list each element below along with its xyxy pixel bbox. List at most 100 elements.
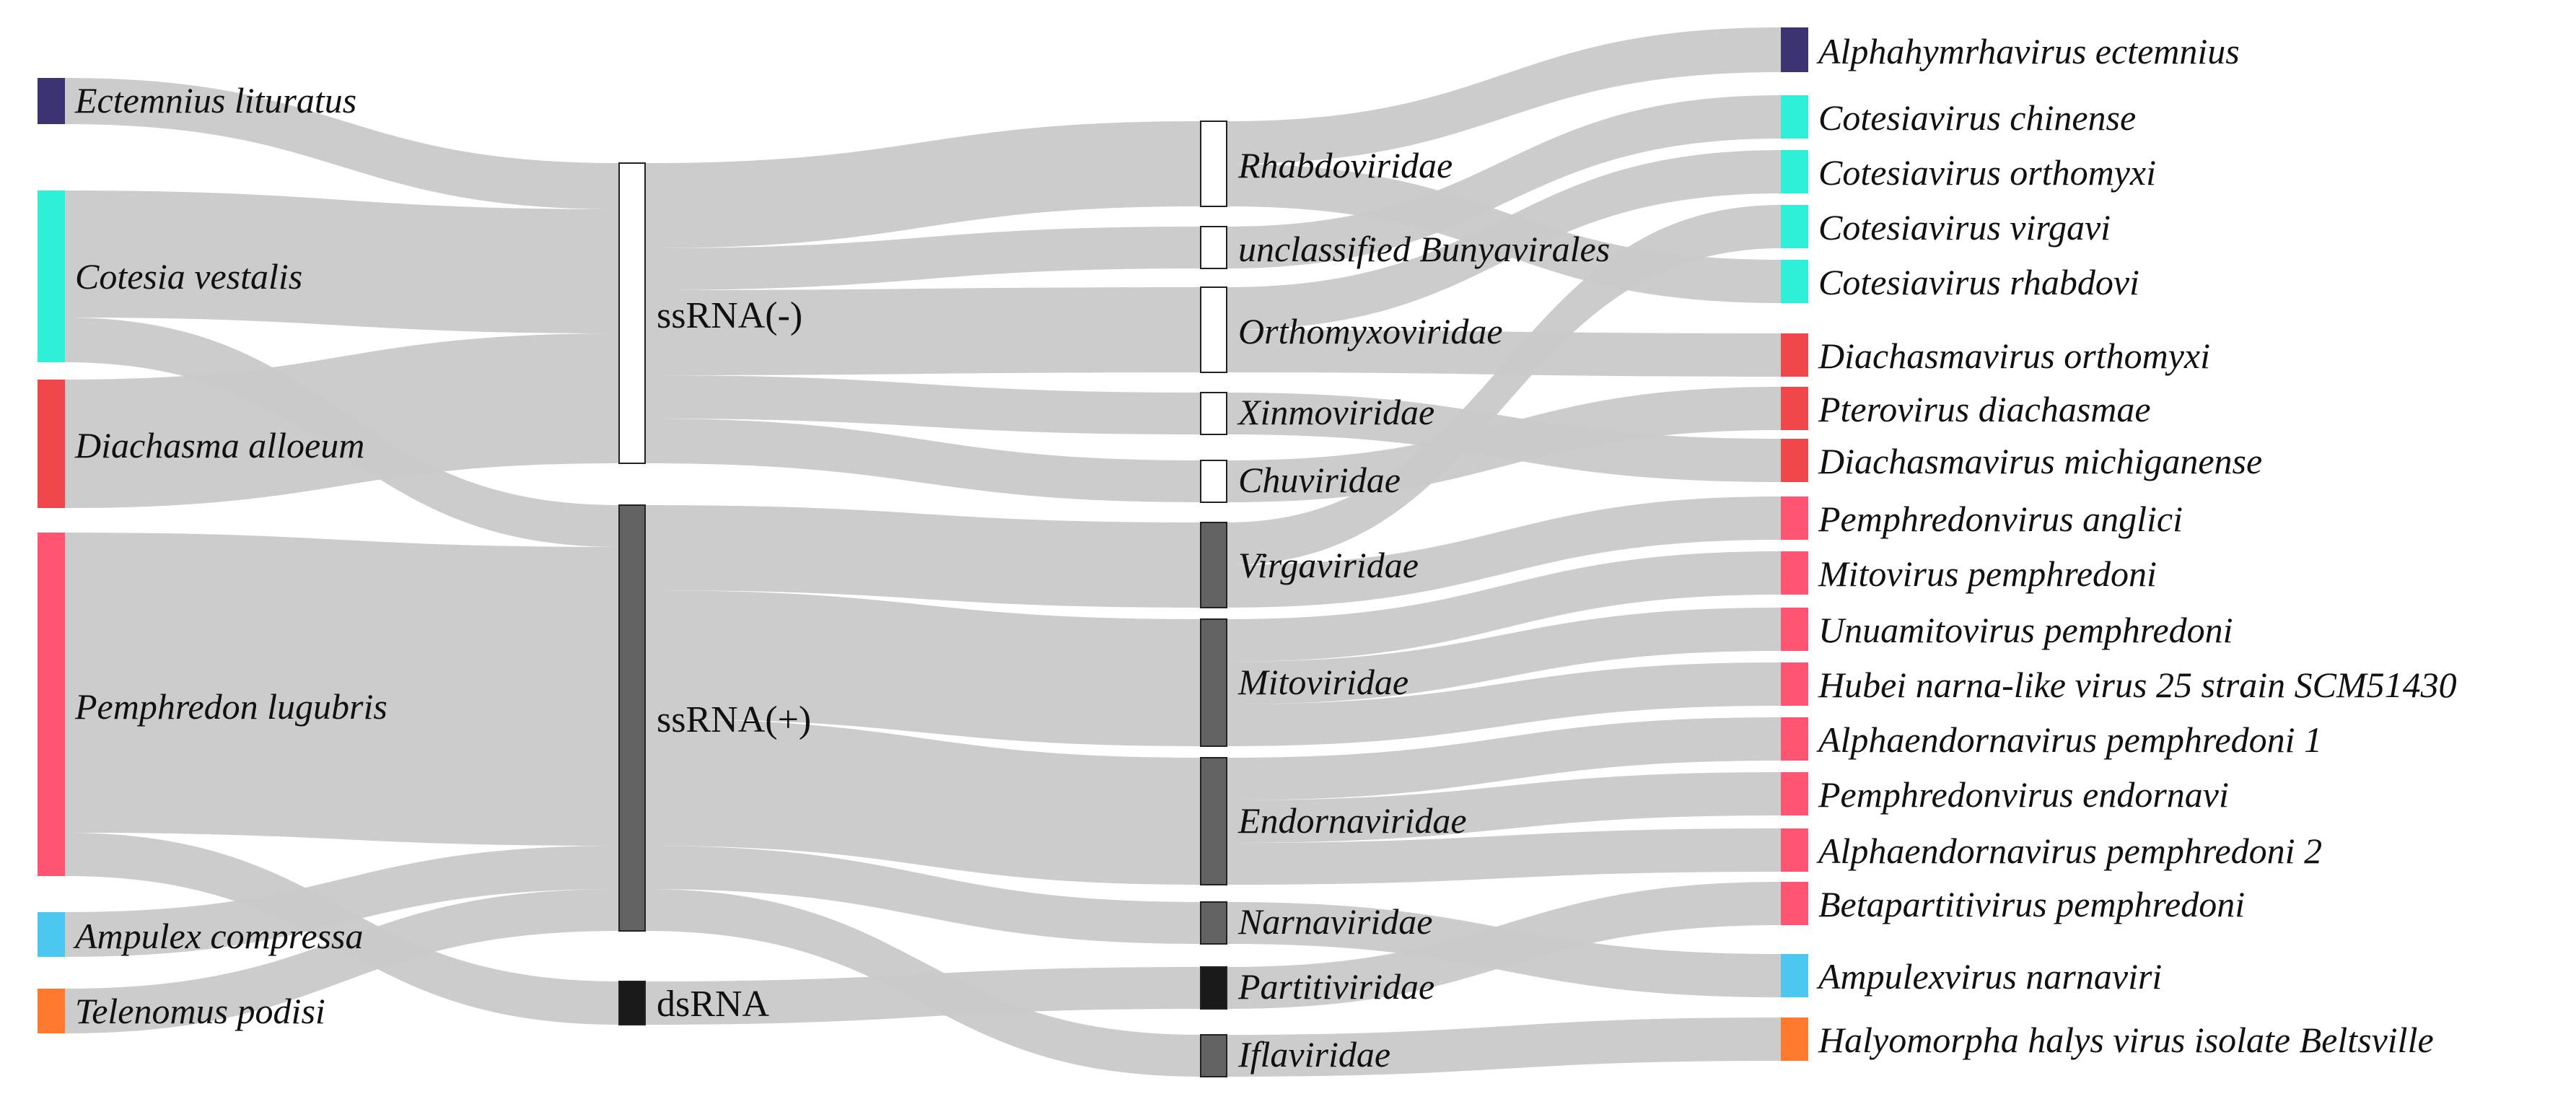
species-label: Halyomorpha halys virus isolate Beltsvil… <box>1818 1020 2434 1060</box>
link-rhabdoviridae-alphahymrhavirus <box>1227 27 1781 164</box>
species-label: Diachasmavirus orthomyxi <box>1818 336 2210 376</box>
host-column: Ectemnius lituratus Cotesia vestalis Dia… <box>38 78 387 1033</box>
species-node <box>1781 828 1808 872</box>
species-node <box>1781 260 1808 303</box>
link-telenomus-ssrna-plus <box>65 889 619 1033</box>
species-node <box>1781 551 1808 595</box>
family-label: Partitiviridae <box>1237 966 1434 1007</box>
species-label: Pemphredonvirus endornavi <box>1818 774 2229 815</box>
species-node <box>1781 387 1808 430</box>
link-virgaviridae-cotesiavirus-virgavi <box>1227 205 1781 565</box>
species-node <box>1781 882 1808 925</box>
host-label: Cotesia vestalis <box>75 256 302 297</box>
link-pemphredon-ssrna-plus <box>65 533 619 846</box>
link-ssrna-minus-bunyavirales <box>645 227 1201 290</box>
link-mitoviridae-hubei-narna-like <box>1227 662 1781 746</box>
link-ssrna-minus-xinmoviridae <box>645 375 1201 434</box>
link-orthomyxoviridae-cotesiavirus-orthomyxi <box>1227 150 1781 330</box>
genome-family-links <box>645 121 1201 1077</box>
species-node <box>1781 95 1808 139</box>
link-partitiviridae-betapartitivirus <box>1227 882 1781 1009</box>
link-mitoviridae-mitovirus <box>1227 551 1781 662</box>
family-node-virgaviridae <box>1200 522 1227 608</box>
host-node-telenomus <box>38 989 65 1033</box>
genome-label: dsRNA <box>657 984 769 1025</box>
species-node <box>1781 662 1808 706</box>
genome-label: ssRNA(+) <box>657 699 811 740</box>
host-label: Ampulex compressa <box>73 916 363 956</box>
link-ssrna-plus-virgaviridae <box>645 505 1201 608</box>
link-ssrna-minus-rhabdoviridae <box>645 121 1201 248</box>
genome-node-dsrna <box>618 981 646 1025</box>
genome-node-ssrna-minus <box>618 162 646 464</box>
host-node-cotesia <box>38 191 65 362</box>
family-label: Orthomyxoviridae <box>1238 311 1503 351</box>
species-label: Ampulexvirus narnaviri <box>1816 956 2162 997</box>
species-label: Unuamitovirus pemphredoni <box>1818 610 2233 650</box>
host-label: Ectemnius lituratus <box>74 80 356 121</box>
host-node-pemphredon <box>38 533 65 876</box>
host-label: Pemphredon lugubris <box>74 686 387 727</box>
species-label: Alphaendornavirus pemphredoni 1 <box>1816 719 2322 760</box>
genome-column: ssRNA(-) ssRNA(+) dsRNA <box>618 162 811 1025</box>
genome-node-ssrna-plus <box>618 504 646 932</box>
family-species-links <box>1227 27 1781 1077</box>
species-label: Cotesiavirus virgavi <box>1818 207 2111 248</box>
family-label: unclassified Bunyavirales <box>1238 229 1610 269</box>
species-label: Mitovirus pemphredoni <box>1818 553 2157 594</box>
link-iflaviridae-halyomorpha <box>1227 1018 1781 1077</box>
family-label: Iflaviridae <box>1237 1034 1390 1075</box>
family-label: Virgaviridae <box>1238 545 1419 585</box>
species-node <box>1781 205 1808 248</box>
species-label: Betapartitivirus pemphredoni <box>1818 884 2245 924</box>
family-node-partitiviridae <box>1200 966 1227 1010</box>
link-mitoviridae-unuamitovirus <box>1227 608 1781 704</box>
species-node <box>1781 1018 1808 1061</box>
link-ssrna-plus-mitoviridae <box>645 590 1201 746</box>
family-node-narnaviridae <box>1200 901 1227 945</box>
species-node <box>1781 717 1808 761</box>
host-node-ampulex <box>38 912 65 957</box>
family-label: Rhabdoviridae <box>1237 145 1453 185</box>
family-label: Chuviridae <box>1238 460 1401 500</box>
host-node-diachasma <box>38 380 65 508</box>
host-label: Telenomus podisi <box>75 991 325 1031</box>
species-label: Cotesiavirus rhabdovi <box>1818 262 2139 302</box>
species-column: Alphahymrhavirus ectemnius Cotesiavirus … <box>1781 27 2457 1061</box>
family-node-iflaviridae <box>1200 1034 1227 1077</box>
link-virgaviridae-pemphredonvirus-anglici <box>1227 496 1781 608</box>
link-endornaviridae-alphaendornavirus-1 <box>1227 717 1781 800</box>
family-label: Xinmoviridae <box>1237 392 1434 432</box>
family-node-unclassified-bunyavirales <box>1200 226 1227 269</box>
link-ssrna-minus-chuviridae <box>645 419 1201 502</box>
species-node <box>1781 496 1808 540</box>
species-label: Pemphredonvirus anglici <box>1818 499 2183 539</box>
link-orthomyxoviridae-diachasmavirus-orthomyxi <box>1227 330 1781 377</box>
species-label: Alphaendornavirus pemphredoni 2 <box>1816 831 2322 871</box>
species-node <box>1781 333 1808 377</box>
link-bunyavirales-cotesiavirus-chinense <box>1227 95 1781 268</box>
link-diachasma-ssrna-minus <box>65 333 619 508</box>
link-ampulex-ssrna-plus <box>65 846 619 957</box>
species-node <box>1781 439 1808 482</box>
species-label: Pterovirus diachasmae <box>1818 389 2151 429</box>
link-dsrna-partitiviridae <box>645 967 1201 1025</box>
link-cotesia-ssrna-minus <box>65 191 619 333</box>
host-label: Diachasma alloeum <box>74 425 364 465</box>
species-node <box>1781 27 1808 72</box>
species-node <box>1781 608 1808 651</box>
family-node-xinmoviridae <box>1200 392 1227 435</box>
link-endornaviridae-pemphredonvirus-endornavi <box>1227 772 1781 843</box>
family-column: Rhabdoviridae unclassified Bunyavirales … <box>1200 121 1610 1077</box>
species-label: Cotesiavirus orthomyxi <box>1818 152 2156 193</box>
family-label: Narnaviridae <box>1237 901 1432 942</box>
species-label: Alphahymrhavirus ectemnius <box>1816 31 2240 71</box>
family-node-rhabdoviridae <box>1200 121 1227 207</box>
species-label: Hubei narna-like virus 25 strain SCM5143… <box>1818 665 2457 705</box>
link-pemphredon-dsrna <box>65 833 619 1025</box>
family-node-mitoviridae <box>1200 618 1227 747</box>
link-ssrna-plus-endornaviridae <box>645 719 1201 885</box>
species-node <box>1781 954 1808 997</box>
link-ssrna-minus-orthomyxoviridae <box>645 287 1201 375</box>
